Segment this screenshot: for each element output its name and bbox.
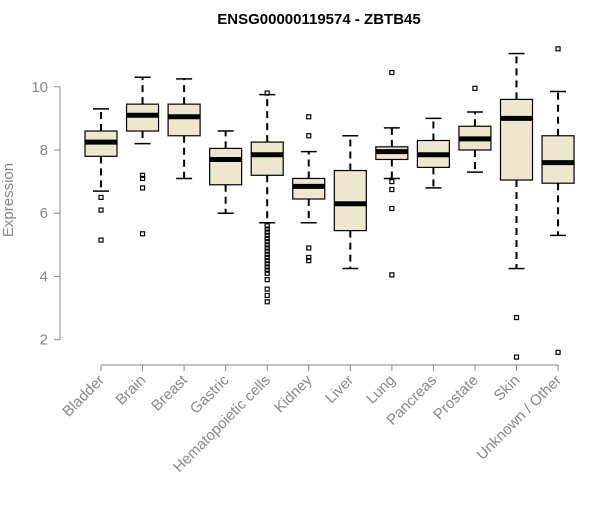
box-iqr xyxy=(209,147,243,186)
outlier-point xyxy=(513,314,520,321)
y-tick-label: 6 xyxy=(40,205,48,222)
y-tick-label: 8 xyxy=(40,142,48,159)
box-iqr xyxy=(167,103,201,137)
outlier-point xyxy=(264,251,270,257)
outlier-point xyxy=(264,242,270,248)
box-unknown-other xyxy=(541,46,575,355)
y-axis: 2 4 6 8 10 xyxy=(31,79,61,349)
outlier-point xyxy=(264,286,270,292)
outlier-point xyxy=(513,354,520,360)
box-bladder xyxy=(84,108,118,243)
outlier-point xyxy=(264,258,270,264)
outlier-point xyxy=(555,349,561,355)
box-prostate xyxy=(458,85,492,173)
x-tick-label: Bladder xyxy=(59,372,108,421)
outlier-point xyxy=(98,207,104,213)
outlier-point xyxy=(264,239,270,245)
outlier-point xyxy=(264,229,270,235)
outlier-point xyxy=(264,226,270,232)
x-tick-label: Skin xyxy=(491,372,524,405)
y-tick-label: 2 xyxy=(40,332,48,349)
box-skin xyxy=(499,52,534,360)
box-liver xyxy=(333,135,367,270)
outlier-point xyxy=(264,270,270,276)
box-gastric xyxy=(209,130,243,214)
outlier-point xyxy=(264,235,270,242)
box-iqr xyxy=(499,98,534,181)
outlier-point xyxy=(139,231,146,237)
box-pancreas xyxy=(416,117,450,189)
outlier-point xyxy=(264,277,270,283)
x-tick-label: Prostate xyxy=(430,372,482,424)
outlier-point xyxy=(264,223,270,229)
box-iqr xyxy=(250,141,284,176)
outlier-point xyxy=(389,272,395,278)
box-brain xyxy=(125,76,160,237)
box-series xyxy=(84,46,575,360)
y-tick-label: 4 xyxy=(40,268,48,285)
outlier-point xyxy=(139,172,146,178)
box-lung xyxy=(375,69,409,278)
outlier-point xyxy=(139,185,146,191)
box-iqr xyxy=(333,169,367,232)
outlier-point xyxy=(306,114,312,120)
outlier-point xyxy=(306,254,312,261)
box-iqr xyxy=(541,135,575,184)
outlier-point xyxy=(389,205,395,212)
outlier-point xyxy=(264,232,270,238)
outlier-point xyxy=(264,267,270,273)
outlier-point xyxy=(264,292,270,299)
x-tick-label: Lung xyxy=(363,372,399,408)
outlier-point xyxy=(264,248,270,254)
outlier-point xyxy=(306,133,312,139)
x-tick-label: Breast xyxy=(148,371,191,414)
outlier-point xyxy=(306,245,312,251)
outlier-point xyxy=(264,90,270,96)
box-breast xyxy=(167,78,201,180)
x-tick-label: Brain xyxy=(113,372,150,409)
outlier-point xyxy=(264,245,270,251)
outlier-point xyxy=(139,175,146,182)
outlier-point xyxy=(98,237,104,243)
outlier-point xyxy=(555,46,561,52)
box-hematopoietic-cells xyxy=(250,90,284,305)
x-tick-label: Kidney xyxy=(271,371,316,416)
x-tick-label: Liver xyxy=(322,372,357,407)
chart-title: ENSG00000119574 - ZBTB45 xyxy=(217,11,420,28)
outlier-point xyxy=(389,186,395,193)
outlier-point xyxy=(264,299,270,305)
outlier-point xyxy=(472,85,478,91)
outlier-point xyxy=(264,264,270,270)
y-tick-label: 10 xyxy=(31,79,48,96)
box-kidney xyxy=(292,114,326,264)
outlier-point xyxy=(306,258,312,264)
y-axis-label: Expression xyxy=(0,163,17,237)
outlier-point xyxy=(389,69,395,76)
outlier-point xyxy=(264,261,270,267)
outlier-point xyxy=(98,194,104,201)
outlier-point xyxy=(389,179,395,185)
outlier-point xyxy=(264,254,270,261)
